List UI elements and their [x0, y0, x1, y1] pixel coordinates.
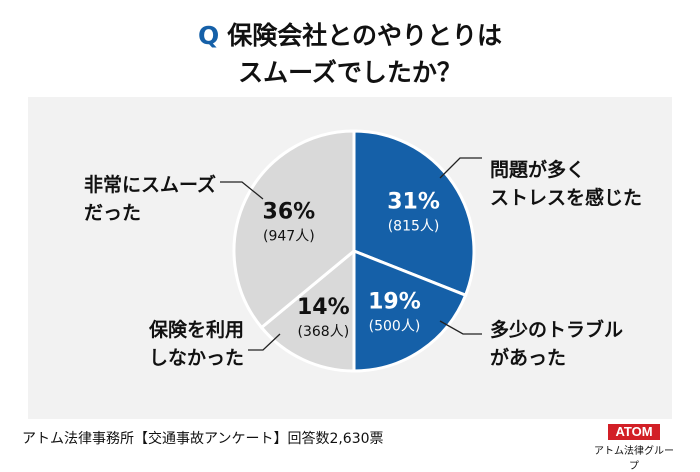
label-stressful: 問題が多く ストレスを感じた [490, 159, 643, 209]
label-some-trouble: 多少のトラブル があった [490, 319, 624, 369]
chart-title-line2: スムーズでしたか？ [238, 58, 462, 87]
count-label-stressful: (815人) [388, 219, 440, 235]
label-not-used: 保険を利用 しなかった [148, 319, 244, 369]
atom-logo: ATOM [608, 424, 660, 440]
pie-slice-some-trouble [352, 248, 468, 373]
footer-source: アトム法律事務所【交通事故アンケート】回答数2,630票 [22, 431, 384, 447]
pct-label-very-smooth: 36% [263, 199, 316, 224]
count-label-not-used: (368人) [298, 324, 350, 340]
title-text: 保険会社とのやりとりは [227, 21, 503, 50]
pie-slice-not-used [259, 247, 356, 373]
pct-label-stressful: 31% [387, 190, 440, 215]
q-mark: Q [197, 21, 220, 50]
pie-slice-stressful [352, 129, 476, 298]
logo-subtitle: アトム法律グループ [594, 446, 674, 472]
count-label-some-trouble: (500人) [369, 319, 421, 335]
pie-slice-very-smooth [232, 129, 356, 330]
leader-line-some-trouble [439, 320, 482, 335]
pct-label-not-used: 14% [297, 295, 350, 320]
leader-line-not-used [248, 333, 281, 351]
leader-line-stressful [439, 157, 482, 179]
pct-label-some-trouble: 19% [368, 290, 421, 315]
count-label-very-smooth: (947人) [263, 228, 315, 244]
chart-title-line1: Q 保険会社とのやりとりは [0, 18, 700, 54]
label-very-smooth: 非常にスムーズ だった [83, 174, 216, 224]
leader-line-very-smooth [220, 181, 264, 200]
